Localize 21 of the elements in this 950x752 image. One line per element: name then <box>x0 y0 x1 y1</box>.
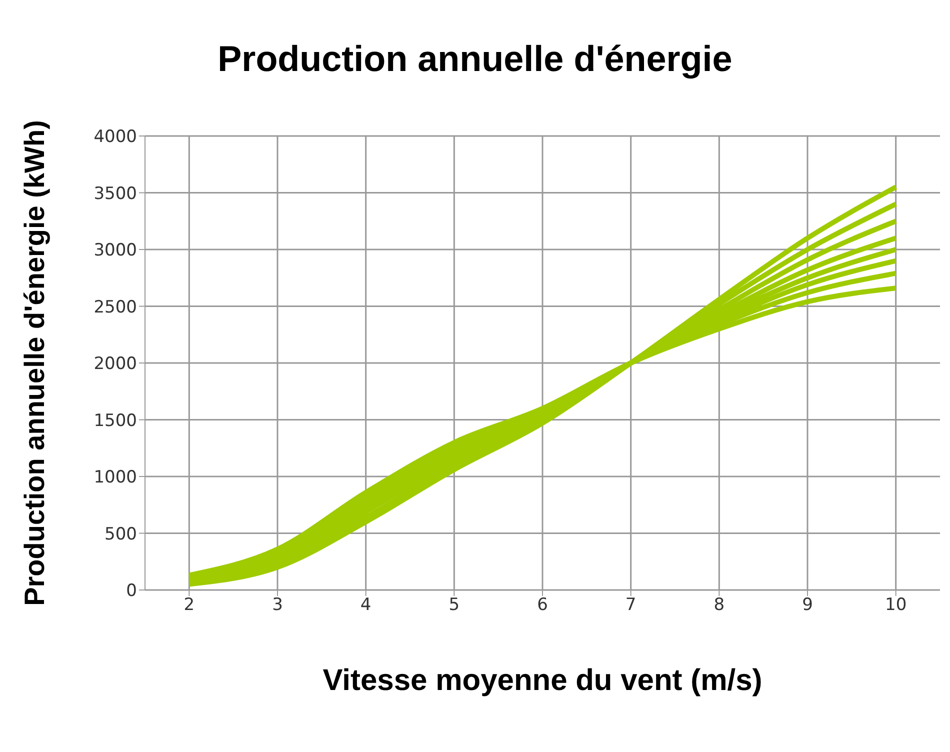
y-tick-label: 1000 <box>94 468 137 488</box>
y-tick-label: 2000 <box>94 354 137 374</box>
x-tick-label: 8 <box>714 595 725 616</box>
y-tick-label: 4000 <box>94 127 137 148</box>
x-tick-label: 5 <box>448 595 460 616</box>
x-tick-label: 9 <box>802 595 813 616</box>
x-tick-label: 3 <box>272 595 283 616</box>
chart-title: Production annuelle d'énergie <box>216 38 734 80</box>
y-tick-label: 2500 <box>94 297 137 318</box>
y-tick-label: 0 <box>126 581 137 602</box>
x-tick-label: 10 <box>885 595 907 616</box>
y-tick-label: 3500 <box>94 184 137 204</box>
x-tick-label: 2 <box>184 595 195 616</box>
x-tick-label: 4 <box>360 595 372 616</box>
y-tick-label: 3000 <box>94 240 137 261</box>
x-axis-title: Vitesse moyenne du vent (m/s) <box>322 664 762 697</box>
y-axis-title: Production annuelle d'énergie (kWh) <box>18 119 51 608</box>
x-tick-label: 6 <box>537 595 548 616</box>
y-tick-label: 500 <box>104 524 137 544</box>
x-tick-label: 7 <box>625 595 636 616</box>
y-tick-label: 1500 <box>94 410 137 431</box>
